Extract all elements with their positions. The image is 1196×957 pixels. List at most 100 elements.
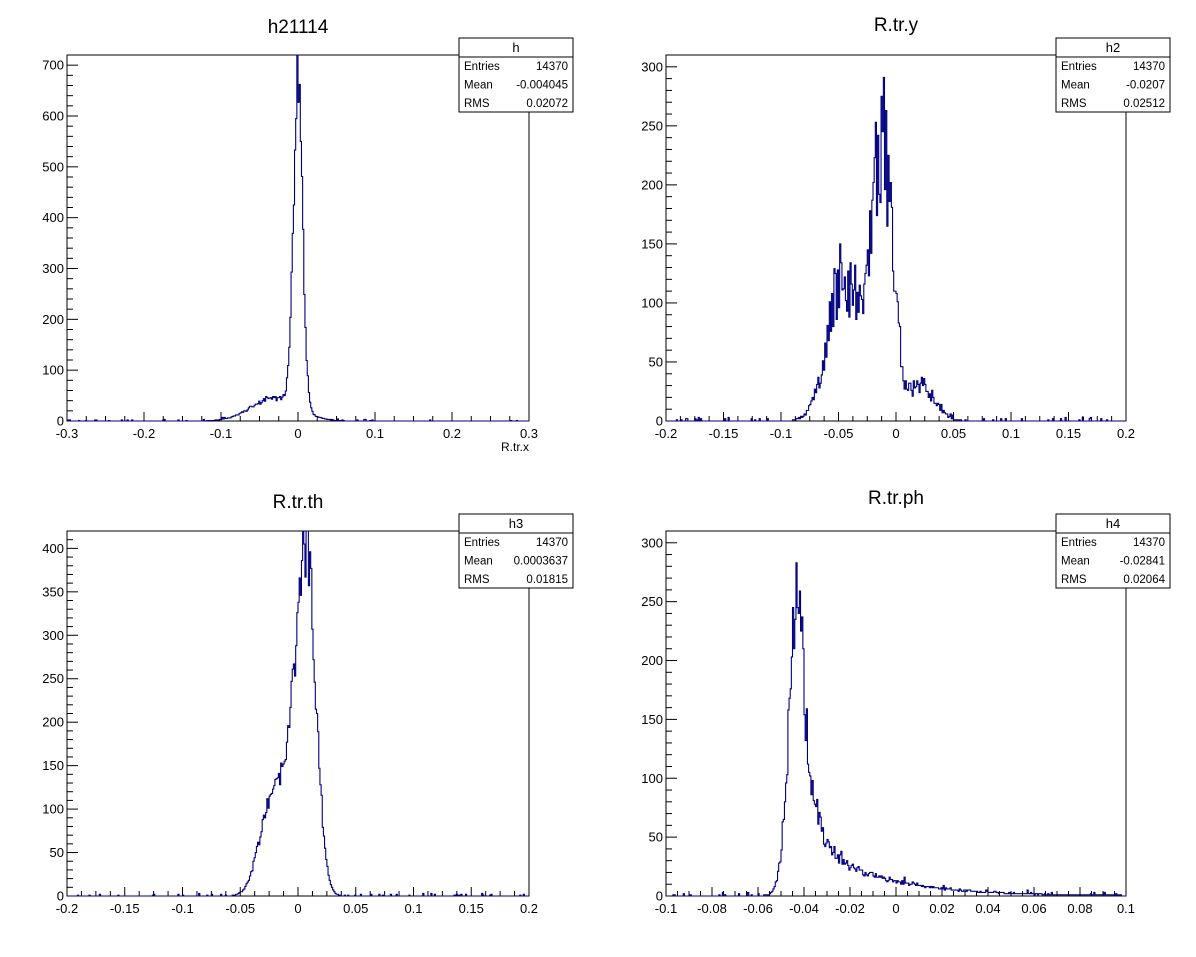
x-tick-label: 0.1 (404, 901, 422, 916)
x-tick-label: -0.05 (225, 901, 255, 916)
x-tick-label: -0.1 (770, 426, 792, 441)
stats-box-name: h2 (1106, 40, 1120, 55)
x-tick-label: 0.15 (1056, 426, 1081, 441)
stats-rms-label: RMS (1061, 574, 1087, 586)
stats-rms-label: RMS (1061, 98, 1087, 110)
stats-rms-label: RMS (464, 98, 490, 110)
y-tick-label: 500 (42, 159, 64, 174)
histogram-line (67, 54, 529, 422)
x-tick-label: -0.08 (697, 901, 727, 916)
stats-rms-value: 0.02072 (526, 98, 568, 110)
x-tick-label: -0.02 (835, 901, 865, 916)
stats-mean-value: -0.004045 (516, 80, 568, 92)
y-tick-label: 150 (641, 236, 663, 251)
histogram-pad-4: R.tr.ph -0.1 -0.08 -0.06 -0.04 -0.02 0 0.02 0.04… (641, 488, 1171, 916)
histogram-pad-3: R.tr.th -0.2 -0.15 -0.1 -0.05 0 0.05 0.1 0.15 0.2… (42, 492, 574, 916)
stats-mean-label: Mean (1061, 556, 1090, 568)
y-tick-label: 150 (42, 758, 64, 773)
x-tick-label: -0.04 (789, 901, 819, 916)
stats-mean-value: 0.0003637 (514, 556, 568, 568)
x-tick-label: -0.3 (56, 426, 78, 441)
stats-entries-value: 14370 (536, 61, 568, 73)
y-tick-label: 0 (656, 889, 663, 904)
y-tick-label: 100 (641, 771, 663, 786)
stats-entries-value: 14370 (1133, 537, 1165, 549)
x-tick-label: -0.1 (210, 426, 232, 441)
y-tick-label: 400 (42, 541, 64, 556)
stats-entries-label: Entries (1061, 537, 1097, 549)
x-tick-label: 0 (892, 426, 899, 441)
histogram-line (666, 76, 1126, 422)
stats-box: h3 Entries 14370 Mean 0.0003637 RMS 0.01815 (458, 513, 574, 589)
x-tick-label: 0.3 (520, 426, 538, 441)
stats-box-name: h4 (1106, 516, 1120, 531)
x-tick-label: -0.1 (655, 901, 677, 916)
stats-box-frame (1055, 513, 1171, 589)
x-tick-label: 0.15 (459, 901, 484, 916)
stats-box-name: h3 (509, 516, 523, 531)
y-tick-label: 100 (42, 802, 64, 817)
y-tick-label: 350 (42, 584, 64, 599)
x-tick-label: -0.2 (655, 426, 677, 441)
y-tick-label: 200 (42, 715, 64, 730)
x-tick-label: 0.08 (1067, 901, 1092, 916)
x-tick-label: 0.2 (520, 901, 538, 916)
y-tick-label: 300 (42, 261, 64, 276)
histogram-title: h21114 (268, 17, 329, 38)
y-tick-label: 300 (641, 59, 663, 74)
histogram-title: R.tr.y (874, 15, 919, 36)
stats-mean-value: -0.0207 (1126, 80, 1165, 92)
x-tick-label: 0 (892, 901, 899, 916)
stats-entries-value: 14370 (1133, 61, 1165, 73)
y-tick-label: 50 (649, 830, 663, 845)
stats-rms-label: RMS (464, 574, 490, 586)
histogram-pad-1: h21114 R.tr.x -0.3 -0.2 -0.1 0 0.1 0.2 0.3 0 100 20… (42, 17, 574, 454)
stats-entries-label: Entries (464, 61, 500, 73)
stats-rms-value: 0.02512 (1123, 98, 1165, 110)
y-tick-label: 100 (641, 295, 663, 310)
x-tick-label: 0 (294, 426, 301, 441)
x-tick-label: -0.15 (110, 901, 140, 916)
stats-entries-value: 14370 (536, 537, 568, 549)
x-tick-label: -0.06 (743, 901, 773, 916)
x-tick-label: 0.1 (1002, 426, 1020, 441)
x-tick-label: 0.06 (1021, 901, 1046, 916)
y-tick-label: 0 (57, 414, 64, 429)
histogram-title: R.tr.ph (868, 488, 924, 509)
y-tick-label: 300 (42, 628, 64, 643)
x-tick-label: 0.2 (443, 426, 461, 441)
x-tick-label: -0.2 (133, 426, 155, 441)
stats-box-frame (1055, 37, 1171, 113)
stats-mean-label: Mean (464, 556, 493, 568)
stats-box-name: h (512, 40, 519, 55)
y-tick-label: 250 (42, 671, 64, 686)
stats-entries-label: Entries (1061, 61, 1097, 73)
stats-mean-value: -0.02841 (1120, 556, 1165, 568)
y-tick-label: 600 (42, 109, 64, 124)
y-tick-label: 700 (42, 58, 64, 73)
y-tick-label: 200 (641, 177, 663, 192)
x-tick-label: -0.05 (824, 426, 854, 441)
stats-box-frame (458, 37, 574, 113)
x-tick-label: 0.2 (1117, 426, 1135, 441)
x-tick-label: 0.04 (975, 901, 1000, 916)
histogram-pad-2: R.tr.y -0.2 -0.15 -0.1 -0.05 0 0.05 0.1 0.15 0.2 0… (641, 15, 1171, 441)
y-tick-label: 50 (50, 845, 64, 860)
y-tick-label: 50 (649, 354, 663, 369)
x-tick-label: 0.1 (1117, 901, 1135, 916)
x-tick-label: 0.05 (941, 426, 966, 441)
stats-box: h Entries 14370 Mean -0.004045 RMS 0.02072 (458, 37, 574, 113)
stats-rms-value: 0.01815 (526, 574, 568, 586)
stats-mean-label: Mean (464, 80, 493, 92)
x-tick-label: 0.05 (343, 901, 368, 916)
stats-box: h4 Entries 14370 Mean -0.02841 RMS 0.02064 (1055, 513, 1171, 589)
y-tick-label: 200 (42, 312, 64, 327)
y-tick-label: 400 (42, 210, 64, 225)
stats-entries-label: Entries (464, 537, 500, 549)
y-tick-label: 150 (641, 712, 663, 727)
x-tick-label: -0.15 (709, 426, 739, 441)
stats-rms-value: 0.02064 (1123, 574, 1165, 586)
histogram-line (666, 562, 1126, 897)
